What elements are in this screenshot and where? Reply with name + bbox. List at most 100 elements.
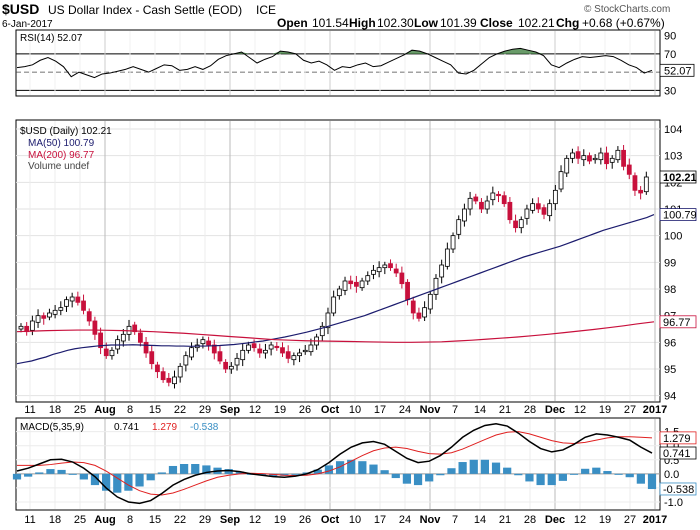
rsi-line bbox=[16, 47, 653, 79]
macd-histogram-bar bbox=[514, 473, 523, 476]
price-x-tick: 17 bbox=[374, 404, 386, 416]
high-label: High bbox=[349, 16, 376, 30]
price-x-tick: 2017 bbox=[643, 404, 667, 416]
candle-body bbox=[518, 219, 524, 229]
price-x-tick: 7 bbox=[452, 404, 458, 416]
candle-body bbox=[206, 340, 211, 346]
macd-histogram-bar bbox=[235, 471, 244, 474]
price-last-label: 102.21 bbox=[663, 172, 697, 184]
chg-value: +0.68 (+0.67%) bbox=[582, 16, 665, 30]
candle-body bbox=[223, 361, 229, 370]
candle-body bbox=[86, 311, 92, 322]
price-x-tick: 12 bbox=[249, 404, 261, 416]
macd-histogram-bar bbox=[436, 473, 445, 476]
candle-body bbox=[643, 176, 649, 193]
open-value: 101.54 bbox=[312, 16, 349, 30]
high-value: 102.30 bbox=[377, 16, 414, 30]
candle-body bbox=[302, 349, 308, 353]
price-y-tick: 96 bbox=[664, 337, 676, 349]
macd-legend-name: MACD(5,35,9) bbox=[20, 422, 84, 433]
macd-histogram-bar bbox=[369, 464, 378, 474]
macd-x-tick: 14 bbox=[474, 514, 486, 526]
candle-body bbox=[444, 248, 450, 267]
price-y-tick: 98 bbox=[664, 284, 676, 296]
candle-body bbox=[177, 365, 183, 378]
macd-histogram-bar bbox=[592, 467, 601, 474]
macd-histogram-bar bbox=[447, 468, 456, 474]
rsi-series bbox=[16, 47, 653, 79]
price-x-tick: Sep bbox=[220, 404, 240, 416]
candle-body bbox=[149, 351, 155, 365]
macd-x-tick: Sep bbox=[220, 514, 240, 526]
candle-body bbox=[155, 364, 160, 373]
candle-body bbox=[405, 281, 410, 301]
price-x-tick: 25 bbox=[74, 404, 86, 416]
macd-last-box bbox=[659, 446, 697, 460]
exchange: ICE bbox=[256, 3, 276, 17]
price-last-box bbox=[659, 208, 697, 222]
macd-histogram-bar bbox=[102, 473, 111, 491]
macd-x-tick: 22 bbox=[174, 514, 186, 526]
candle-body bbox=[450, 235, 456, 250]
macd-histogram-bar bbox=[614, 473, 623, 475]
candle-body bbox=[439, 264, 445, 278]
macd-histogram-bar bbox=[124, 473, 133, 491]
candle-body bbox=[120, 333, 126, 342]
macd-histogram-bar bbox=[581, 468, 590, 474]
macd-x-tick: 18 bbox=[49, 514, 61, 526]
candle-body bbox=[47, 312, 52, 318]
ma200-legend: MA(200) 96.77 bbox=[28, 150, 95, 161]
price-x-tick: 28 bbox=[524, 404, 536, 416]
macd-x-tick: Oct bbox=[321, 514, 340, 526]
rsi-legend: RSI(14) 52.07 bbox=[20, 33, 83, 44]
symbol: $USD bbox=[2, 1, 39, 17]
close-value: 102.21 bbox=[518, 16, 555, 30]
candle-body bbox=[473, 196, 479, 202]
candle-body bbox=[479, 201, 484, 210]
candle-body bbox=[240, 349, 246, 361]
candle-body bbox=[143, 341, 149, 354]
candle-body bbox=[137, 332, 143, 343]
candle-body bbox=[109, 349, 115, 357]
macd-histogram-bar bbox=[68, 473, 77, 475]
price-x-tick: 22 bbox=[174, 404, 186, 416]
macd-histogram-bar bbox=[135, 473, 144, 487]
candle-body bbox=[592, 157, 598, 161]
macd-histogram-bar bbox=[202, 465, 211, 474]
macd-histogram-bar bbox=[191, 464, 200, 474]
macd-x-tick: 24 bbox=[399, 514, 411, 526]
candle-body bbox=[530, 203, 536, 211]
candle-body bbox=[365, 275, 371, 282]
macd-histogram-bar bbox=[358, 461, 367, 474]
candle-body bbox=[200, 339, 206, 345]
candle-body bbox=[29, 320, 35, 331]
candle-body bbox=[342, 280, 348, 291]
candle-body bbox=[75, 296, 81, 303]
candle-body bbox=[359, 280, 365, 289]
low-label: Low bbox=[414, 16, 439, 30]
price-x-tick: Dec bbox=[545, 404, 565, 416]
instrument-name: US Dollar Index - Cash Settle (EOD) bbox=[48, 3, 242, 17]
macd-histogram-bar bbox=[157, 472, 166, 474]
price-x-tick: Nov bbox=[420, 404, 442, 416]
candle-body bbox=[598, 152, 604, 161]
price-x-tick: 18 bbox=[49, 404, 61, 416]
price-last-box bbox=[659, 170, 697, 184]
macd-histogram-bar bbox=[291, 473, 300, 475]
macd-histogram-bar bbox=[625, 473, 634, 478]
candle-body bbox=[371, 269, 376, 275]
macd-legend-v2: 1.279 bbox=[152, 422, 177, 433]
macd-histogram-bar bbox=[113, 473, 122, 493]
price-y-tick: 99 bbox=[664, 257, 676, 269]
macd-histogram-bar bbox=[569, 473, 579, 475]
macd-x-tick: 21 bbox=[499, 514, 511, 526]
macd-x-tick: 19 bbox=[274, 514, 286, 526]
price-y-tick: 95 bbox=[664, 364, 676, 376]
macd-last-label: 1.279 bbox=[663, 433, 691, 445]
price-x-tick: 11 bbox=[24, 404, 35, 416]
ma200-line bbox=[16, 321, 655, 343]
candle-body bbox=[433, 277, 439, 295]
price-x-tick: 29 bbox=[199, 404, 211, 416]
macd-histogram-bar bbox=[647, 473, 657, 490]
candle-body bbox=[501, 195, 507, 205]
